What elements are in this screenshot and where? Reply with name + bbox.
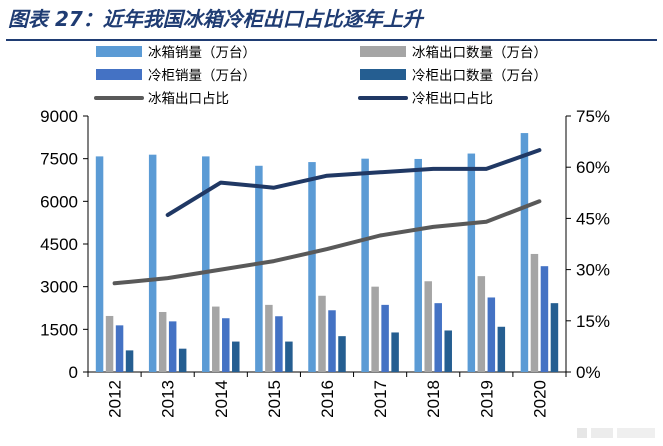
bar-0-1 [148, 154, 157, 372]
bar-0-7 [467, 153, 476, 372]
y-right-tick-label: 30% [576, 261, 610, 280]
y-right-tick-label: 75% [576, 107, 610, 126]
y-right-tick-label: 15% [576, 312, 610, 331]
y-left-tick-label: 3000 [40, 278, 78, 297]
bar-0-2 [202, 156, 210, 372]
bar-3-2 [232, 341, 240, 372]
y-left-tick-label: 6000 [40, 192, 78, 211]
x-tick-label: 2015 [265, 380, 284, 418]
legend-swatch-3 [360, 69, 406, 80]
y-left-tick-label: 4500 [40, 235, 78, 254]
x-tick-label: 2012 [106, 380, 125, 418]
x-tick-label: 2014 [212, 380, 231, 418]
legend-label-4: 冰箱出口占比 [148, 91, 229, 107]
bar-3-4 [338, 336, 346, 372]
y-left-tick-label: 0 [69, 363, 78, 382]
bar-0-4 [308, 162, 316, 372]
bar-0-6 [414, 158, 422, 372]
bar-0-8 [520, 133, 529, 372]
bar-1-7 [477, 276, 486, 372]
bar-2-2 [222, 318, 230, 372]
y-right-tick-label: 60% [576, 158, 610, 177]
legend-label-1: 冰箱出口数量（万台） [412, 45, 547, 61]
bar-3-5 [391, 332, 399, 372]
x-tick-label: 2013 [159, 380, 178, 418]
legend-swatch-2 [96, 69, 142, 80]
bar-1-4 [318, 295, 326, 372]
bar-1-3 [265, 304, 273, 372]
bar-1-0 [105, 315, 114, 372]
bar-1-8 [530, 253, 539, 372]
legend-swatch-1 [360, 46, 406, 57]
bar-2-5 [381, 304, 389, 372]
bar-2-0 [115, 325, 124, 372]
legend-label-5: 冷柜出口占比 [412, 91, 493, 107]
y-left-tick-label: 1500 [40, 320, 78, 339]
bar-0-5 [361, 158, 369, 372]
x-tick-label: 2016 [318, 380, 337, 418]
bar-3-3 [285, 341, 293, 372]
bar-0-0 [95, 156, 104, 372]
y-left-tick-label: 7500 [40, 150, 78, 169]
watermark-icon [577, 428, 655, 438]
bar-3-7 [497, 326, 506, 372]
title-divider [6, 39, 657, 41]
bar-2-8 [540, 266, 549, 372]
bar-3-0 [125, 350, 134, 372]
bar-2-1 [168, 321, 177, 372]
bar-3-1 [178, 348, 187, 372]
bar-2-7 [487, 297, 496, 372]
bar-2-6 [434, 303, 442, 372]
bar-1-5 [371, 286, 379, 372]
y-right-tick-label: 45% [576, 209, 610, 228]
y-right-tick-label: 0% [576, 363, 601, 382]
x-tick-label: 2019 [477, 380, 496, 418]
legend-label-2: 冷柜销量（万台） [148, 68, 256, 84]
bar-2-4 [328, 310, 336, 372]
bar-3-6 [444, 330, 452, 372]
bar-1-2 [212, 306, 220, 372]
x-tick-label: 2020 [530, 380, 549, 418]
bar-1-6 [424, 281, 432, 372]
line-series-4 [112, 199, 542, 286]
x-tick-label: 2017 [371, 380, 390, 418]
x-tick-label: 2018 [424, 380, 443, 418]
line-series-5 [165, 148, 542, 217]
bar-1-1 [158, 311, 167, 372]
legend-label-0: 冰箱销量（万台） [148, 45, 256, 61]
chart-title: 图表 27：近年我国冰箱冷柜出口占比逐年上升 [8, 7, 423, 31]
bar-3-8 [550, 303, 559, 372]
y-left-tick-label: 9000 [40, 107, 78, 126]
legend-swatch-0 [96, 46, 142, 57]
bar-0-3 [255, 165, 263, 372]
bar-2-3 [275, 316, 283, 372]
legend-label-3: 冷柜出口数量（万台） [412, 68, 547, 84]
